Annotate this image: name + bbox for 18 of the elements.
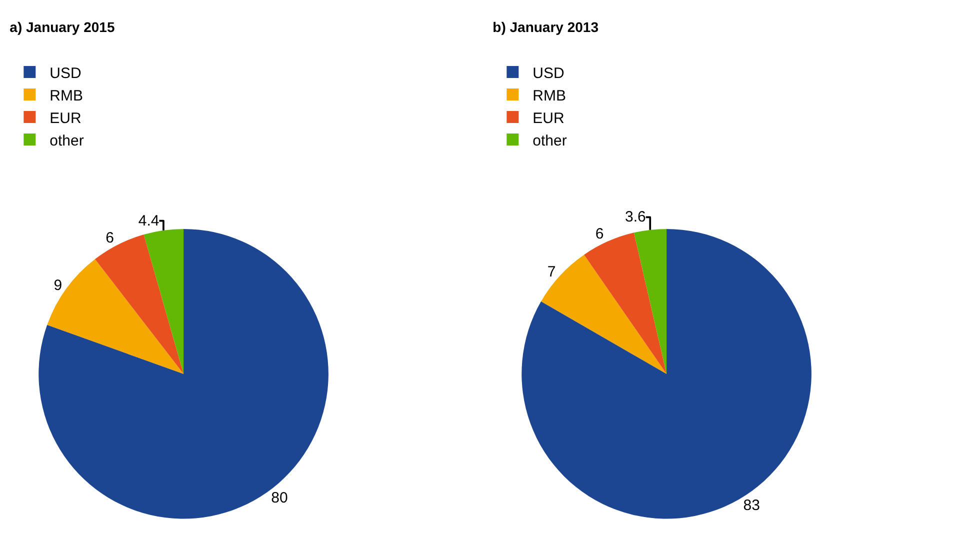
legend-label: RMB [532,87,566,104]
data-label: 7 [547,263,556,280]
data-label: 9 [54,277,62,294]
legend-label: other [50,132,84,150]
legend-label: RMB [50,87,84,104]
data-label: 83 [743,497,760,514]
data-label: 80 [271,490,288,507]
data-label: 3.6 [625,208,646,226]
legend-label: EUR [50,110,82,127]
data-label: 4.4 [138,212,160,230]
legend-label: USD [50,64,82,82]
data-label: 6 [106,229,114,246]
data-label: 6 [595,226,604,243]
legend-label: EUR [532,110,564,127]
chart-title: b) January 2013 [492,19,599,36]
chart-title: a) January 2015 [10,19,115,36]
legend-label: other [532,132,567,150]
legend-label: USD [532,64,564,82]
